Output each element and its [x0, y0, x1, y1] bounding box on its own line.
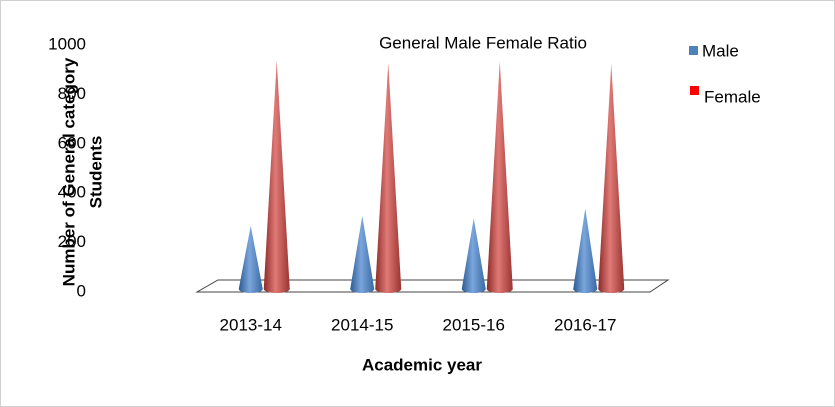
- y-tick-label: 200: [58, 232, 86, 251]
- legend-swatch: [689, 46, 698, 55]
- y-axis-title-line: Students: [86, 136, 105, 209]
- legend-label: Male: [702, 41, 739, 60]
- chart-title: General Male Female Ratio: [379, 33, 587, 52]
- x-tick-label: 2013-14: [220, 315, 282, 334]
- y-tick-label: 600: [58, 133, 86, 152]
- cone: [350, 215, 375, 293]
- y-axis-title-line: Number of General category: [59, 57, 78, 286]
- legend-label: Female: [704, 87, 761, 106]
- x-tick-label: 2015-16: [443, 315, 505, 334]
- y-tick-label: 0: [77, 281, 86, 300]
- y-tick-label: 1000: [48, 34, 86, 53]
- cone: [486, 61, 513, 294]
- cone: [598, 64, 625, 294]
- x-tick-label: 2016-17: [554, 315, 616, 334]
- y-axis-title: Number of General category Students: [59, 57, 105, 286]
- cone: [238, 225, 263, 293]
- cone: [375, 62, 402, 293]
- cone: [263, 60, 290, 293]
- x-axis-title: Academic year: [362, 355, 482, 374]
- y-tick-label: 400: [58, 183, 86, 202]
- y-tick-label: 800: [58, 84, 86, 103]
- cone: [461, 218, 486, 293]
- x-tick-label: 2014-15: [331, 315, 393, 334]
- cone: [573, 208, 598, 293]
- legend-swatch: [690, 86, 699, 95]
